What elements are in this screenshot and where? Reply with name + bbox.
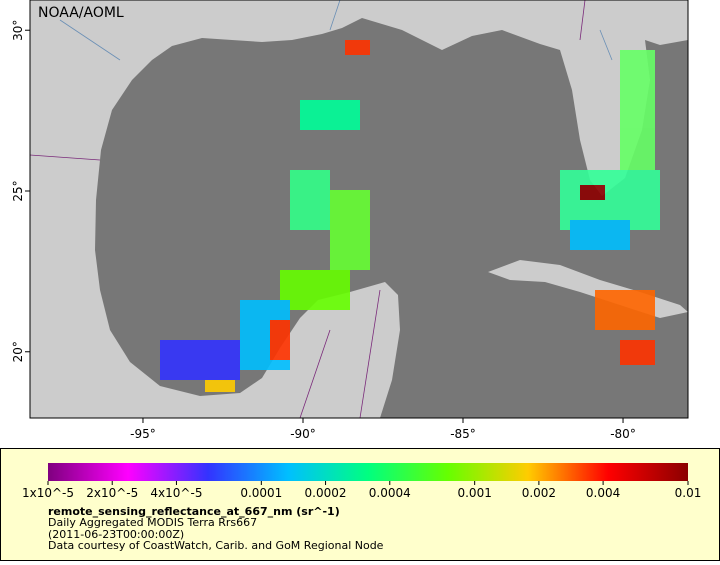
colorbar-label: 0.0002 xyxy=(305,486,347,500)
colorbar-label: 0.0001 xyxy=(240,486,282,500)
lat-label: 25° xyxy=(11,180,25,201)
data-pixels xyxy=(595,290,655,330)
data-pixels xyxy=(290,170,330,230)
rivers xyxy=(59,0,613,61)
lon-label: -80° xyxy=(610,427,636,441)
data-pixels xyxy=(270,320,290,360)
data-pixels xyxy=(300,100,360,130)
data-pixels xyxy=(160,40,660,392)
colorbar xyxy=(48,463,688,481)
data-pixels xyxy=(205,380,235,392)
land xyxy=(30,0,688,418)
lon-label: -85° xyxy=(450,427,476,441)
data-pixels xyxy=(620,50,655,170)
data-pixels xyxy=(330,190,370,270)
data-pixels xyxy=(580,185,605,200)
caption-variable: remote_sensing_reflectance_at_667_nm (sr… xyxy=(48,505,340,518)
borders xyxy=(29,0,586,419)
data-pixels xyxy=(570,220,630,250)
lon-label: -95° xyxy=(130,427,156,441)
colorbar-label: 0.002 xyxy=(522,486,556,500)
lat-label: 20° xyxy=(11,341,25,362)
caption-product: Daily Aggregated MODIS Terra Rrs667 xyxy=(48,516,257,529)
colorbar-label: 4x10^-5 xyxy=(150,486,202,500)
data-pixels xyxy=(280,270,350,310)
caption-source: Data courtesy of CoastWatch, Carib. and … xyxy=(48,539,384,552)
colorbar-label: 0.004 xyxy=(586,486,620,500)
colorbar-label: 0.01 xyxy=(675,486,702,500)
colorbar-label: 2x10^-5 xyxy=(86,486,138,500)
data-pixels xyxy=(620,340,655,365)
colorbar-label: 1x10^-5 xyxy=(22,486,74,500)
map: NOAA/AOML xyxy=(29,0,689,419)
colorbar-label: 0.001 xyxy=(457,486,491,500)
colorbar-label: 0.0004 xyxy=(369,486,411,500)
lat-label: 30° xyxy=(11,20,25,41)
credit: NOAA/AOML xyxy=(38,5,124,21)
map-frame xyxy=(29,0,689,419)
data-pixels xyxy=(345,40,370,55)
data-pixels xyxy=(160,340,240,380)
lon-label: -90° xyxy=(290,427,316,441)
caption-time: (2011-06-23T00:00:00Z) xyxy=(48,528,184,541)
